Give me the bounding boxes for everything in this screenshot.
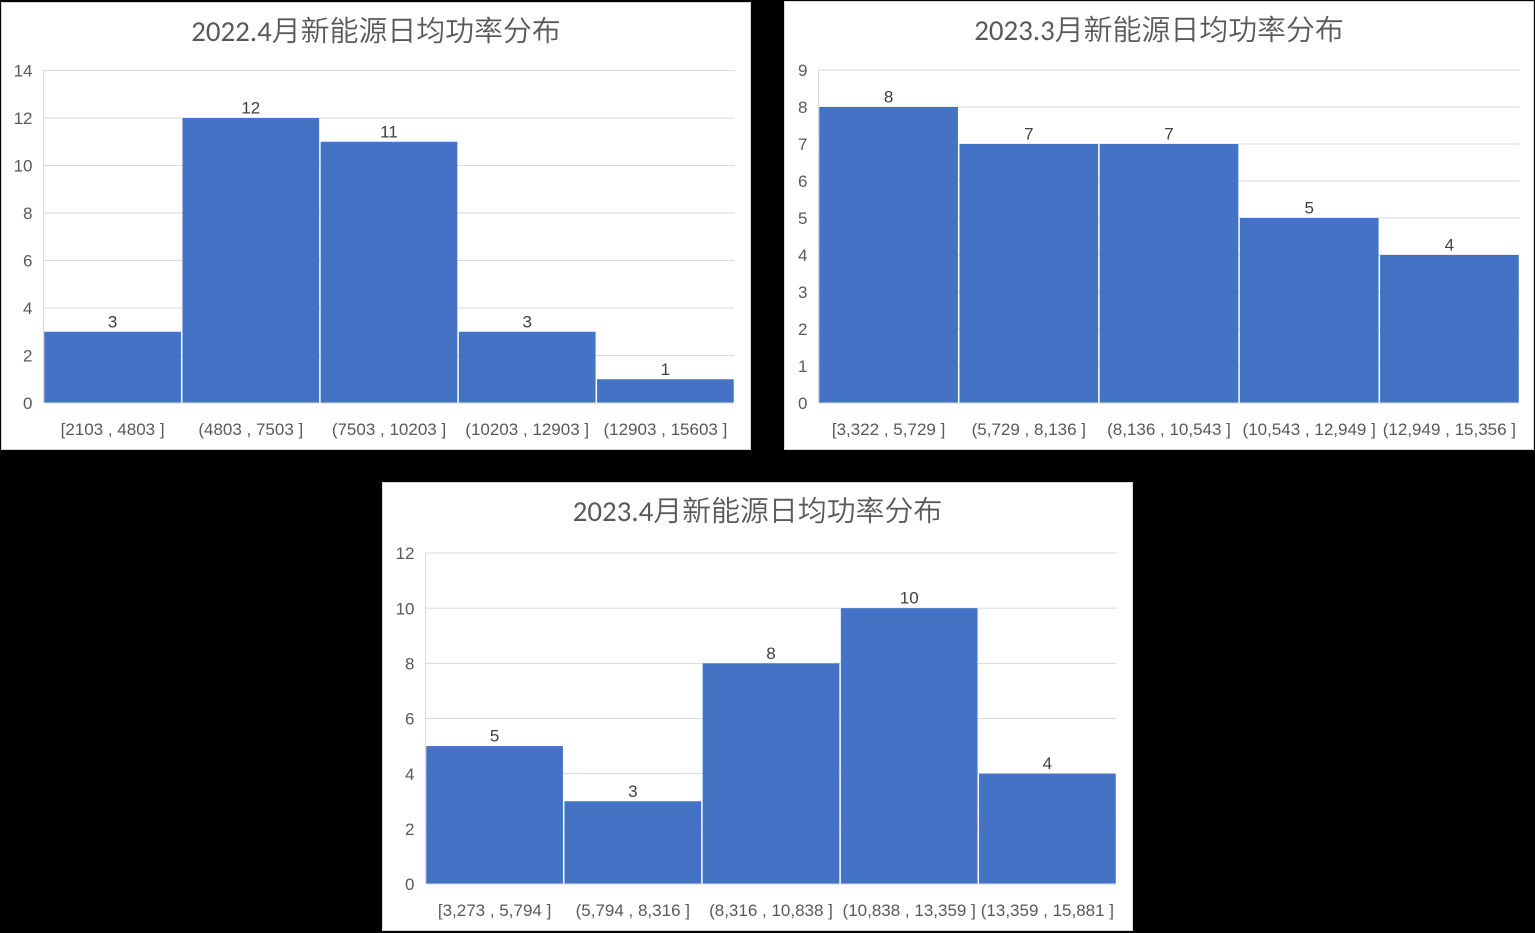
svg-text:(10,838 , 13,359 ]: (10,838 , 13,359 ] [843,901,976,920]
svg-text:14: 14 [14,62,33,81]
svg-text:6: 6 [405,710,414,729]
svg-text:3: 3 [628,782,637,801]
svg-text:11: 11 [380,122,398,141]
svg-text:2: 2 [798,320,807,339]
svg-text:5: 5 [798,209,807,228]
svg-text:(8,316 , 10,838 ]: (8,316 , 10,838 ] [709,901,833,920]
svg-text:8: 8 [884,88,893,107]
svg-text:[2103 , 4803 ]: [2103 , 4803 ] [61,420,165,439]
svg-text:7: 7 [798,135,807,154]
svg-text:5: 5 [490,727,499,746]
svg-text:0: 0 [23,394,32,413]
svg-text:6: 6 [23,252,32,271]
svg-text:(10203 , 12903 ]: (10203 , 12903 ] [465,420,589,439]
svg-text:2: 2 [23,347,32,366]
svg-text:5: 5 [1304,199,1313,218]
svg-text:2: 2 [405,820,414,839]
svg-text:10: 10 [14,157,33,176]
svg-text:6: 6 [798,172,807,191]
svg-text:(5,794 , 8,316 ]: (5,794 , 8,316 ] [576,901,690,920]
svg-text:8: 8 [766,644,775,663]
svg-text:[3,322 , 5,729 ]: [3,322 , 5,729 ] [832,420,945,439]
svg-text:0: 0 [405,875,414,894]
svg-text:(7503 , 10203 ]: (7503 , 10203 ] [332,420,446,439]
svg-text:(12,949 , 15,356 ]: (12,949 , 15,356 ] [1383,420,1516,439]
svg-text:7: 7 [1024,125,1033,144]
svg-text:3: 3 [108,312,117,331]
svg-text:1: 1 [661,360,670,379]
svg-text:10: 10 [396,599,415,618]
svg-text:12: 12 [396,544,415,563]
svg-text:(8,136 , 10,543 ]: (8,136 , 10,543 ] [1107,420,1231,439]
svg-text:4: 4 [23,299,32,318]
svg-text:10: 10 [900,589,919,608]
svg-text:12: 12 [14,109,33,128]
svg-text:(12903 , 15603 ]: (12903 , 15603 ] [603,420,727,439]
svg-text:3: 3 [522,312,531,331]
svg-text:(10,543 , 12,949 ]: (10,543 , 12,949 ] [1243,420,1376,439]
svg-text:(13,359 , 15,881 ]: (13,359 , 15,881 ] [981,901,1114,920]
svg-text:4: 4 [798,246,807,265]
svg-text:(5,729 , 8,136 ]: (5,729 , 8,136 ] [972,420,1086,439]
svg-text:[3,273 , 5,794 ]: [3,273 , 5,794 ] [438,901,551,920]
svg-text:7: 7 [1164,125,1173,144]
svg-text:9: 9 [798,61,807,80]
svg-text:4: 4 [1445,236,1454,255]
svg-text:8: 8 [798,98,807,117]
svg-text:(4803 , 7503 ]: (4803 , 7503 ] [198,420,303,439]
svg-text:4: 4 [405,765,414,784]
svg-text:12: 12 [241,99,260,118]
svg-text:0: 0 [798,394,807,413]
svg-text:8: 8 [23,204,32,223]
svg-text:4: 4 [1043,754,1052,773]
svg-text:8: 8 [405,655,414,674]
svg-text:3: 3 [798,283,807,302]
svg-text:1: 1 [798,357,807,376]
